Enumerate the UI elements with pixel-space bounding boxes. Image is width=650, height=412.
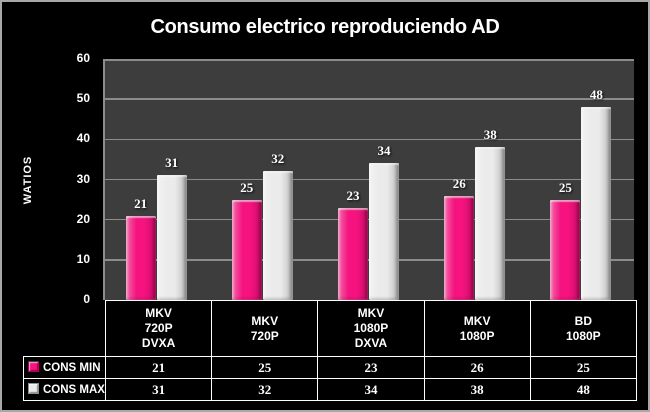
legend-label: CONS MIN <box>43 362 101 374</box>
y-tick-label: 30 <box>76 171 90 186</box>
bar-cons-max <box>262 171 293 300</box>
gridline <box>103 98 634 100</box>
category-header-cell: MKV 1080P <box>423 300 531 357</box>
bar-value-label: 23 <box>346 187 360 203</box>
bar-value-label: 21 <box>134 195 148 211</box>
legend-cell-cons-max: CONS MAX <box>23 378 106 401</box>
gridline <box>103 138 634 141</box>
bar-cons-min <box>550 199 581 300</box>
y-tick-label: 20 <box>76 211 90 226</box>
value-cell: 34 <box>317 378 425 401</box>
y-tick-label: 10 <box>76 251 90 266</box>
y-axis-title: WATIOS <box>22 155 34 205</box>
bar-cons-min <box>444 195 475 300</box>
table-corner-spacer <box>24 301 106 357</box>
value-cell: 38 <box>423 378 531 401</box>
value-cell: 23 <box>317 356 425 379</box>
bar-cons-min <box>338 207 368 300</box>
gridline <box>103 178 634 181</box>
value-cell: 31 <box>104 378 213 401</box>
legend-swatch-icon <box>28 361 39 372</box>
value-cell: 32 <box>211 378 319 401</box>
value-cell: 25 <box>529 356 637 379</box>
bar-cons-max <box>581 107 612 300</box>
gridline <box>103 218 634 221</box>
value-cell: 48 <box>529 378 637 401</box>
category-header-cell: BD 1080P <box>529 300 637 357</box>
bar-cons-max <box>156 175 187 300</box>
value-cell: 25 <box>211 356 319 379</box>
y-tick-label: 60 <box>76 51 90 65</box>
plot-area: 21 31 25 32 23 34 26 38 25 48 <box>103 59 634 300</box>
data-table: MKV 720P DVXA MKV 720P MKV 1080P DXVA MKV 1080P BD… <box>23 300 637 401</box>
bar-cons-max <box>369 163 399 300</box>
y-tick-label: 0 <box>83 292 90 306</box>
bar-cons-min <box>231 199 262 300</box>
bar-value-label: 25 <box>558 179 572 195</box>
bar-value-label: 48 <box>589 87 603 103</box>
bar-cons-max <box>475 147 506 300</box>
y-tick-label: 40 <box>76 131 90 146</box>
legend-swatch-icon <box>28 383 39 394</box>
bar-value-label: 38 <box>483 127 497 143</box>
bar-value-label: 25 <box>240 179 254 195</box>
bar-value-label: 31 <box>165 155 179 171</box>
bar-value-label: 34 <box>377 143 391 159</box>
y-axis-line <box>103 59 105 300</box>
gridline <box>103 59 634 61</box>
category-header-cell: MKV 720P <box>211 300 319 357</box>
bar-value-label: 32 <box>271 151 285 167</box>
legend-cell-cons-min: CONS MIN <box>23 356 106 379</box>
category-header-cell: MKV 1080P DXVA <box>317 300 425 357</box>
gridline <box>103 259 634 261</box>
value-cell: 26 <box>423 356 531 379</box>
value-cell: 21 <box>104 356 213 379</box>
category-header-cell: MKV 720P DVXA <box>104 300 213 357</box>
bar-cons-min <box>125 215 156 300</box>
bar-value-label: 26 <box>452 175 466 191</box>
legend-label: CONS MAX <box>43 384 105 396</box>
y-tick-label: 50 <box>76 91 90 106</box>
chart-title: Consumo electrico reproduciendo AD <box>150 16 500 38</box>
